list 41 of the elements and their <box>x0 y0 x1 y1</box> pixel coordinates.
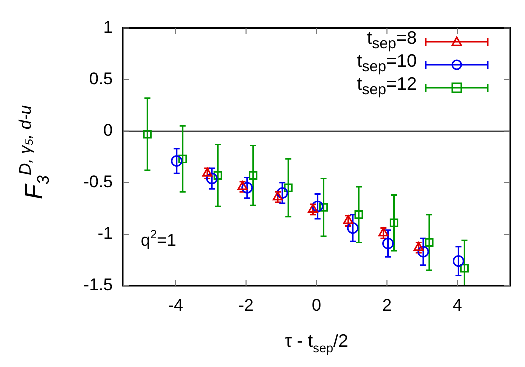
point <box>347 222 359 234</box>
point <box>312 200 324 212</box>
y-axis-title: F3D, γ₅, d-u <box>16 105 54 200</box>
x-tick-label: 2 <box>382 296 392 315</box>
x-tick-label: -2 <box>238 296 254 315</box>
point <box>452 256 464 267</box>
point <box>418 246 430 258</box>
point <box>238 181 248 190</box>
point <box>320 203 328 212</box>
point <box>414 242 424 252</box>
point <box>202 168 213 177</box>
point <box>425 238 434 247</box>
point <box>382 238 394 250</box>
y-tick-label: 0 <box>104 121 113 140</box>
point <box>206 173 218 185</box>
legend-label: t$_{sep}$=8 <box>367 28 417 53</box>
x-tick-label: 0 <box>312 296 322 315</box>
point <box>308 204 318 213</box>
y-tick-label: 1 <box>104 18 113 37</box>
point <box>276 187 288 199</box>
x-tick-label: 4 <box>452 296 462 315</box>
legend-label: t$_{sep}$=12 <box>357 74 417 100</box>
point <box>214 171 222 180</box>
point <box>284 184 293 192</box>
point <box>171 155 183 167</box>
point <box>249 171 258 180</box>
point <box>390 218 399 228</box>
point <box>378 228 389 237</box>
point <box>460 264 469 273</box>
x-tick-label: -4 <box>168 296 184 315</box>
legend-label: t$_{sep}$=10 <box>357 51 417 76</box>
y-tick-label: -1 <box>98 224 113 244</box>
point <box>178 154 188 164</box>
point <box>242 182 254 194</box>
y-tick-label: -0.5 <box>84 172 113 192</box>
point <box>272 192 284 201</box>
y-tick-label: -1.5 <box>84 276 113 295</box>
point <box>143 130 152 139</box>
y-tick-label: 0.5 <box>89 69 113 88</box>
point <box>343 215 354 224</box>
point <box>354 210 364 220</box>
